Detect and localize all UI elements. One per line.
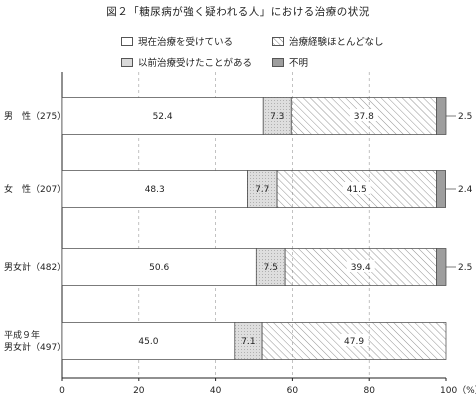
legend-item-no-treatment: 治療経験ほとんどなし <box>272 34 384 48</box>
data-label: 2.4 <box>458 185 473 195</box>
legend-swatch-unknown <box>272 57 284 67</box>
bar-segment-2 <box>234 322 263 360</box>
bar-segment-4 <box>436 248 447 286</box>
category-label: 男 性（275） <box>4 110 66 122</box>
bar-segment-2 <box>255 248 286 286</box>
category-label: 男女計（482） <box>4 261 66 273</box>
data-label: 50.6 <box>149 263 169 273</box>
bar-segment-2 <box>247 170 278 208</box>
legend-label-unknown: 不明 <box>289 58 309 69</box>
chart-title: 図２「糖尿病が強く疑われる人」における治療の状況 <box>106 6 370 18</box>
legend-label-past: 以前治療受けたことがある <box>138 58 253 69</box>
bar-segment-1 <box>61 97 264 135</box>
bar-segment-1 <box>61 170 248 208</box>
category-label: 平成９年 <box>4 329 40 341</box>
x-tick-label: 40 <box>210 386 222 396</box>
legend-swatch-hatch <box>272 36 284 46</box>
legend-swatch-past <box>121 57 133 67</box>
data-label: 7.3 <box>270 112 284 122</box>
legend-item-unknown: 不明 <box>272 55 308 69</box>
legend-label-current: 現在治療を受けている <box>138 37 234 48</box>
data-label-background <box>349 109 378 121</box>
data-label: 45.0 <box>138 337 158 347</box>
data-label: 52.4 <box>153 112 173 122</box>
category-label: 女 性（207） <box>4 183 66 195</box>
x-tick-label: 20 <box>133 386 145 396</box>
data-label: 41.5 <box>347 185 367 195</box>
data-label: 37.8 <box>354 112 374 122</box>
category-label: 男女計（497） <box>4 341 66 353</box>
legend-label-no-treatment: 治療経験ほとんどなし <box>289 37 384 48</box>
data-label: 39.4 <box>351 263 371 273</box>
x-tick-label: 60 <box>287 386 299 396</box>
data-label: 2.5 <box>458 112 472 122</box>
data-label: 7.1 <box>241 337 255 347</box>
data-label-background <box>340 334 369 346</box>
bar-segment-1 <box>61 248 257 286</box>
legend-swatch-current <box>121 36 133 46</box>
data-label: 7.7 <box>255 185 269 195</box>
legend-item-past-treatment: 以前治療受けたことがある <box>121 55 252 69</box>
data-label: 47.9 <box>344 337 364 347</box>
data-label-background <box>342 182 371 194</box>
data-label: 48.3 <box>145 185 165 195</box>
data-label-background <box>346 260 375 272</box>
bar-segment-4 <box>436 97 447 135</box>
bar-segment-3 <box>290 97 437 135</box>
bar-segment-1 <box>61 322 236 360</box>
bar-segment-4 <box>436 170 446 208</box>
bar-segment-2 <box>262 97 292 135</box>
x-tick-label: 80 <box>363 386 375 396</box>
data-label: 7.5 <box>264 263 278 273</box>
data-label: 2.5 <box>458 263 472 273</box>
x-tick-label: 100（%） <box>440 385 476 396</box>
x-tick-label: 0 <box>59 386 65 396</box>
legend-item-current-treatment: 現在治療を受けている <box>121 34 233 48</box>
